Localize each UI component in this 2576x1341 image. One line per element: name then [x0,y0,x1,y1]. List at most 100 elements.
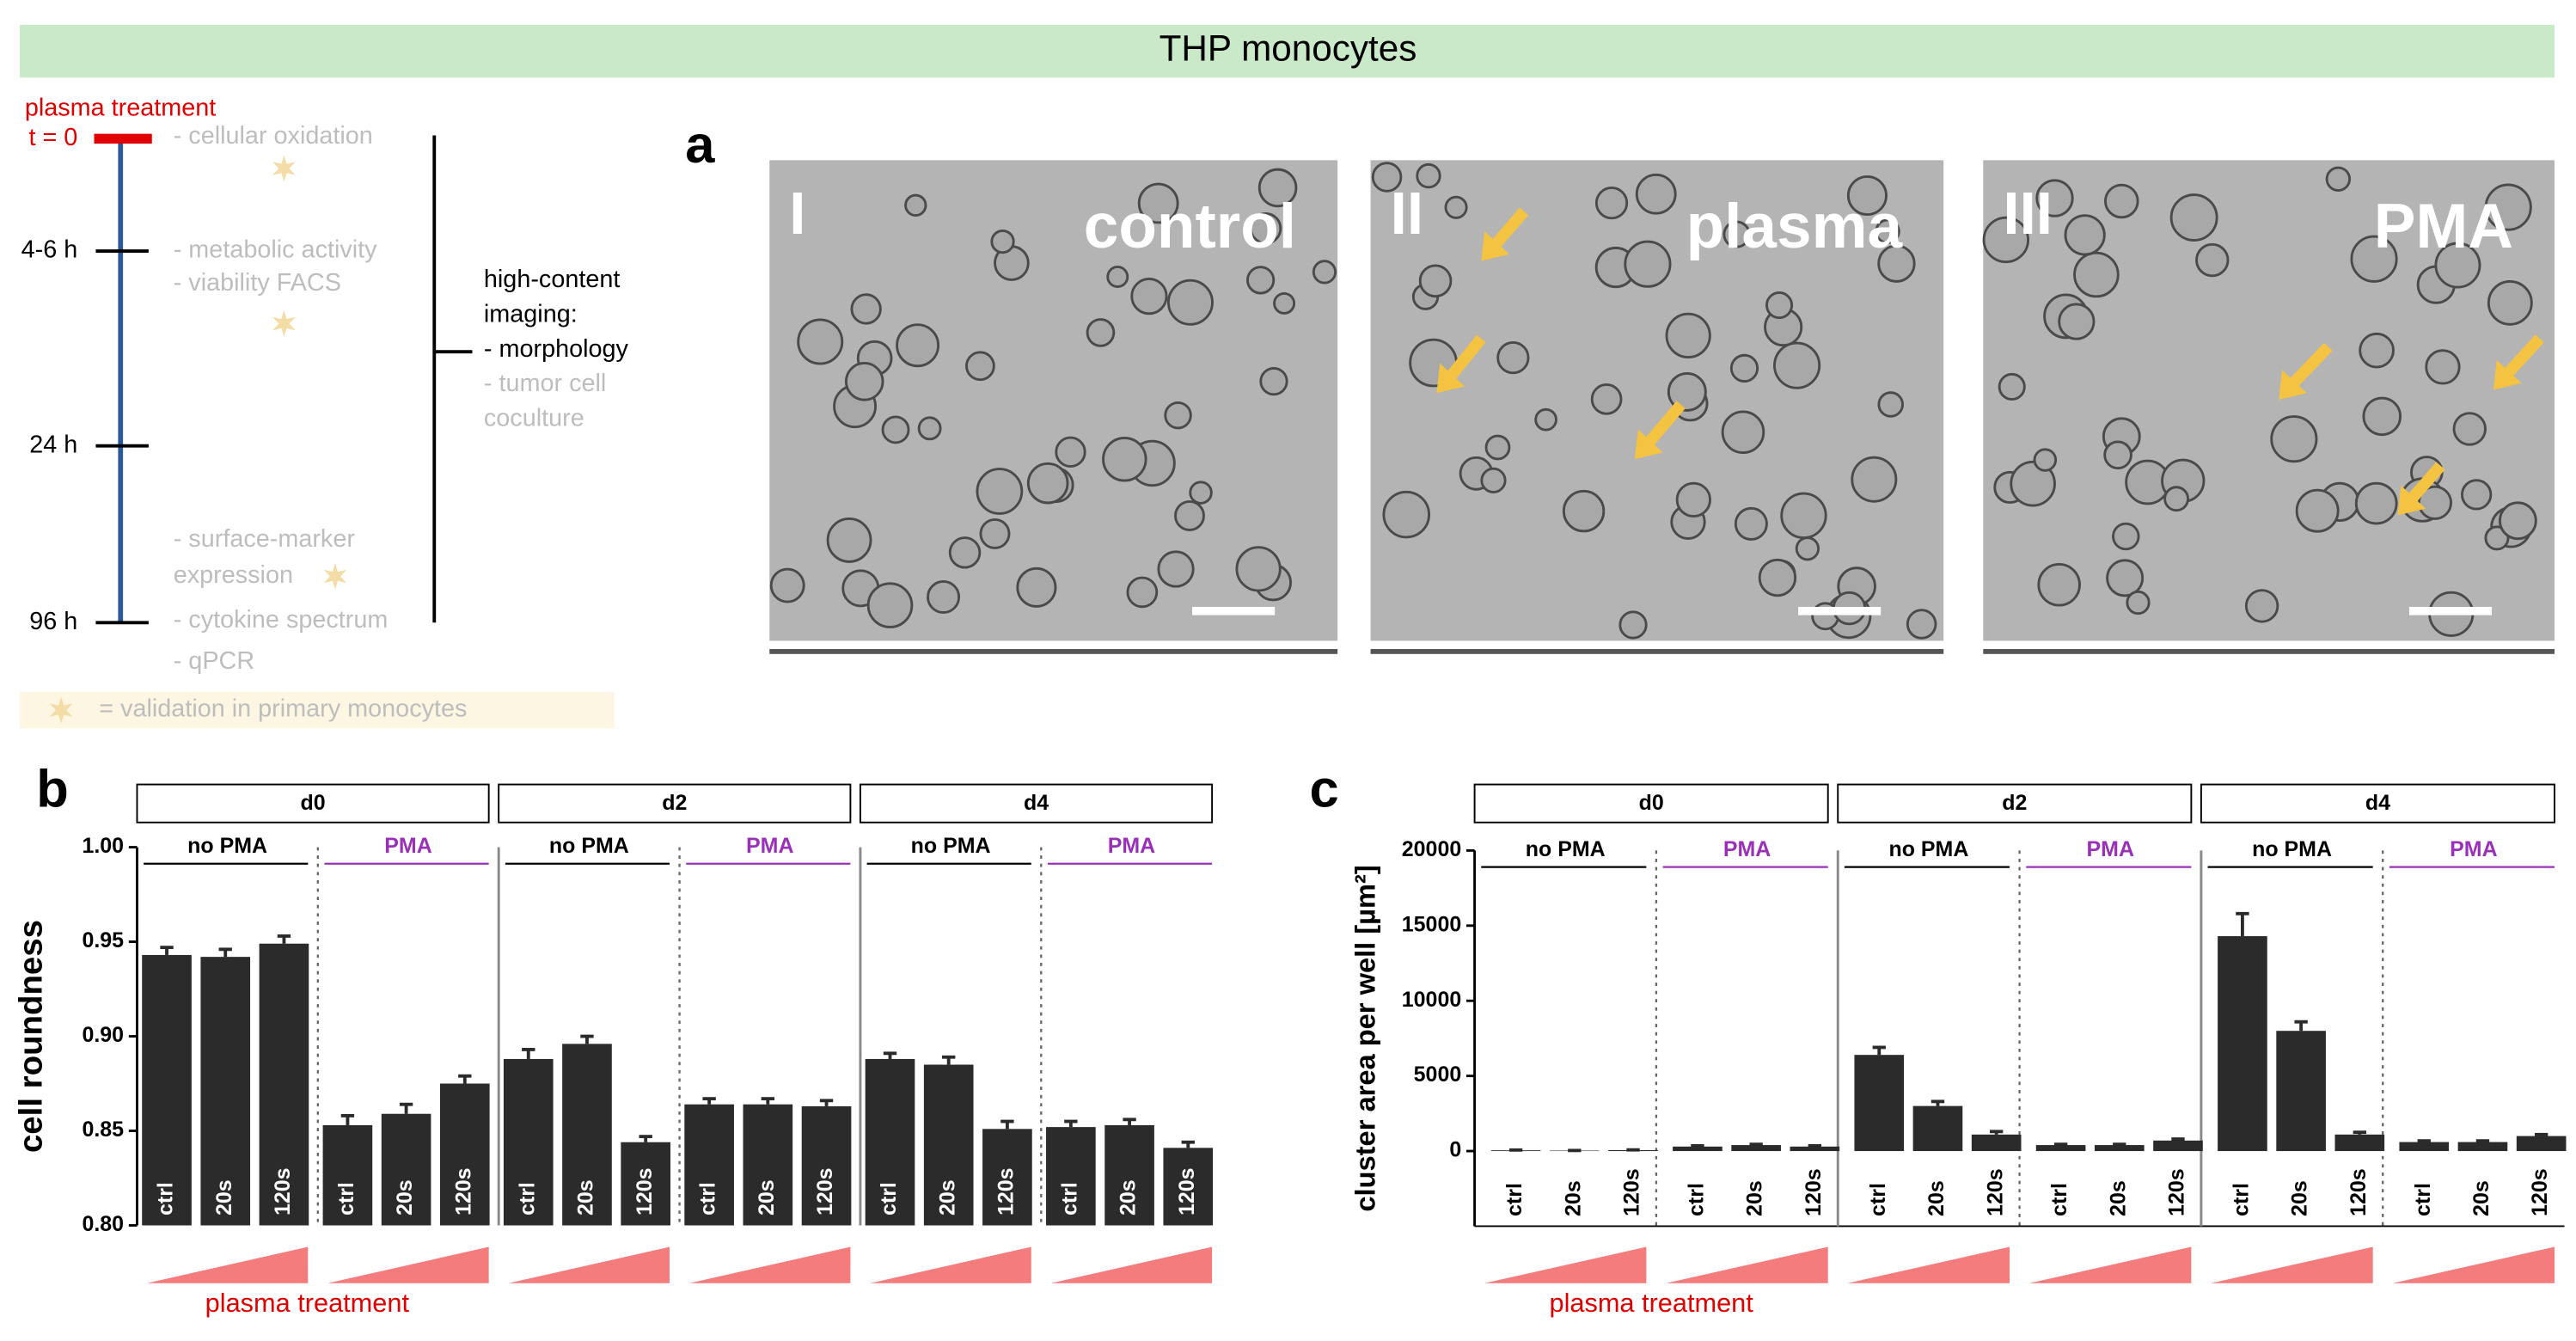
x-tick-label: 20s [2106,1180,2130,1216]
cell [1137,182,1179,224]
cell [1245,266,1276,295]
treatment-ramp [870,1246,1031,1283]
treatment-ramp [2029,1246,2192,1283]
bar [2516,1136,2567,1152]
legend-text: = validation in primary monocytes [99,695,467,723]
cell [904,193,927,217]
bar [2399,1142,2450,1152]
cell [1055,436,1086,468]
cell [2354,481,2398,525]
arrow-shaft [2499,334,2544,383]
x-tick-label: 120s [2528,1168,2552,1216]
image-label: PMA [2374,192,2513,261]
x-tick-label: 20s [574,1179,598,1215]
imaging-label: high-content [484,266,621,293]
cell [2434,242,2481,289]
x-tick-label: 120s [1983,1168,2007,1216]
assay-label: - cytokine spectrum [174,606,389,634]
bar [503,1058,554,1226]
y-tick-label: 10000 [1402,988,1461,1012]
cell [2169,193,2218,242]
cell [1780,492,1827,539]
cell [2106,559,2145,597]
cell [1166,279,1214,326]
group-label: d0 [300,791,325,815]
cell [990,229,1015,254]
x-tick-label: 120s [813,1167,837,1215]
arrow-head [2279,370,2307,400]
bar [439,1083,490,1226]
cell [1086,318,1116,347]
bar [801,1105,852,1226]
image-label: plasma [1686,192,1904,261]
group-box [1473,783,1829,824]
cell [2484,183,2532,231]
cell [1102,437,1147,482]
group-box [136,783,490,824]
treatment-ramp [1050,1246,1213,1283]
bar [2153,1140,2203,1152]
time-label: 96 h [29,608,77,635]
cell [1765,291,1794,320]
panel-label: a [685,115,715,175]
cell [1729,353,1759,383]
cell [1665,312,1711,358]
cell [2073,251,2120,298]
y-tick-label: 1.00 [82,834,124,858]
bar [1550,1150,1600,1152]
star [272,155,296,182]
group-label: d2 [662,791,687,815]
group-label: d0 [1639,791,1664,815]
bar [1608,1150,1658,1152]
bar [2457,1142,2508,1152]
treatment-ramp [2392,1246,2555,1283]
subgroup-label: PMA [1723,837,1771,861]
x-tick-label: 20s [2469,1180,2493,1216]
bar [1673,1146,1722,1152]
treatment-ramp [2211,1246,2373,1283]
cell [2460,479,2493,511]
cell [1416,162,1441,189]
cell [2126,590,2151,615]
cell [2325,166,2352,192]
time-label: 24 h [29,431,77,458]
y-tick-label: 20000 [1402,837,1461,861]
cell [948,536,982,569]
cell [979,517,1011,549]
cell [1534,407,1557,432]
cell [2163,486,2189,512]
group-box [498,783,852,824]
cell [826,517,872,563]
annotation: plasma treatment [205,1288,410,1318]
x-tick-label: ctrl [515,1182,539,1215]
bar [2035,1145,2086,1152]
subgroup-label: no PMA [549,834,629,858]
x-tick-label: 20s [2288,1180,2312,1216]
cell [2362,396,2402,437]
group-box [859,783,1214,824]
cell [2064,214,2106,256]
cell [769,567,805,603]
cell [2010,460,2056,507]
arrow-head [1481,230,1509,261]
legend-box [20,691,615,729]
subgroup-label: PMA [1108,834,1156,858]
subgroup-label: no PMA [187,834,267,858]
panel-label: c [1309,759,1338,818]
cell [1722,220,1751,248]
x-tick-label: 120s [994,1167,1018,1215]
cell [2295,488,2340,533]
x-tick-label: ctrl [1502,1183,1527,1216]
x-tick-label: 120s [2347,1168,2371,1216]
x-tick-label: 20s [393,1179,417,1215]
cell [1126,576,1159,609]
y-tick-label: 0.90 [82,1023,124,1047]
bar [259,943,309,1226]
x-tick-label: 20s [1743,1180,1767,1216]
cell [1875,218,1900,244]
x-tick-label: 120s [271,1167,295,1215]
assay-label: expression [174,561,293,589]
bar [2276,1031,2326,1152]
arrow-head [2397,485,2426,516]
